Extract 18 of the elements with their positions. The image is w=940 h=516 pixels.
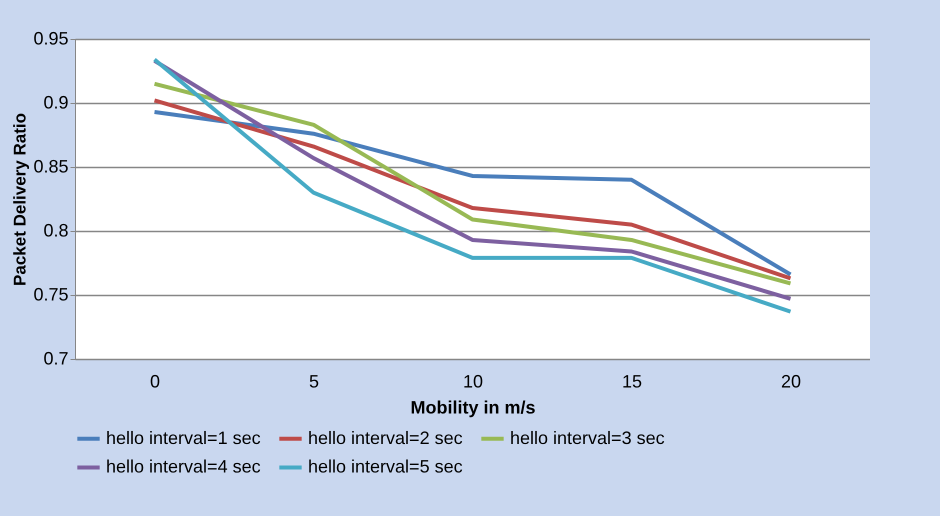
- x-axis-title: Mobility in m/s: [410, 398, 536, 418]
- y-tick-label: 0.9: [43, 92, 68, 112]
- y-axis-title: Packet Delivery Ratio: [10, 113, 30, 286]
- legend-label: hello interval=4 sec: [106, 456, 261, 476]
- y-tick-label: 0.7: [43, 348, 68, 368]
- legend-label: hello interval=1 sec: [106, 428, 261, 448]
- x-tick-label: 15: [622, 372, 642, 392]
- legend-label: hello interval=2 sec: [308, 428, 463, 448]
- x-tick-label: 20: [780, 372, 802, 392]
- legend-label: hello interval=5 sec: [308, 456, 463, 476]
- legend-label: hello interval=3 sec: [510, 428, 665, 448]
- y-tick-label: 0.75: [33, 284, 68, 304]
- y-tick-label: 0.95: [33, 28, 68, 48]
- x-tick-label: 5: [308, 372, 320, 392]
- x-tick-label: 10: [462, 372, 484, 392]
- x-tick-label: 0: [150, 372, 160, 392]
- y-tick-label: 0.8: [43, 220, 68, 240]
- y-tick-label: 0.85: [33, 156, 68, 176]
